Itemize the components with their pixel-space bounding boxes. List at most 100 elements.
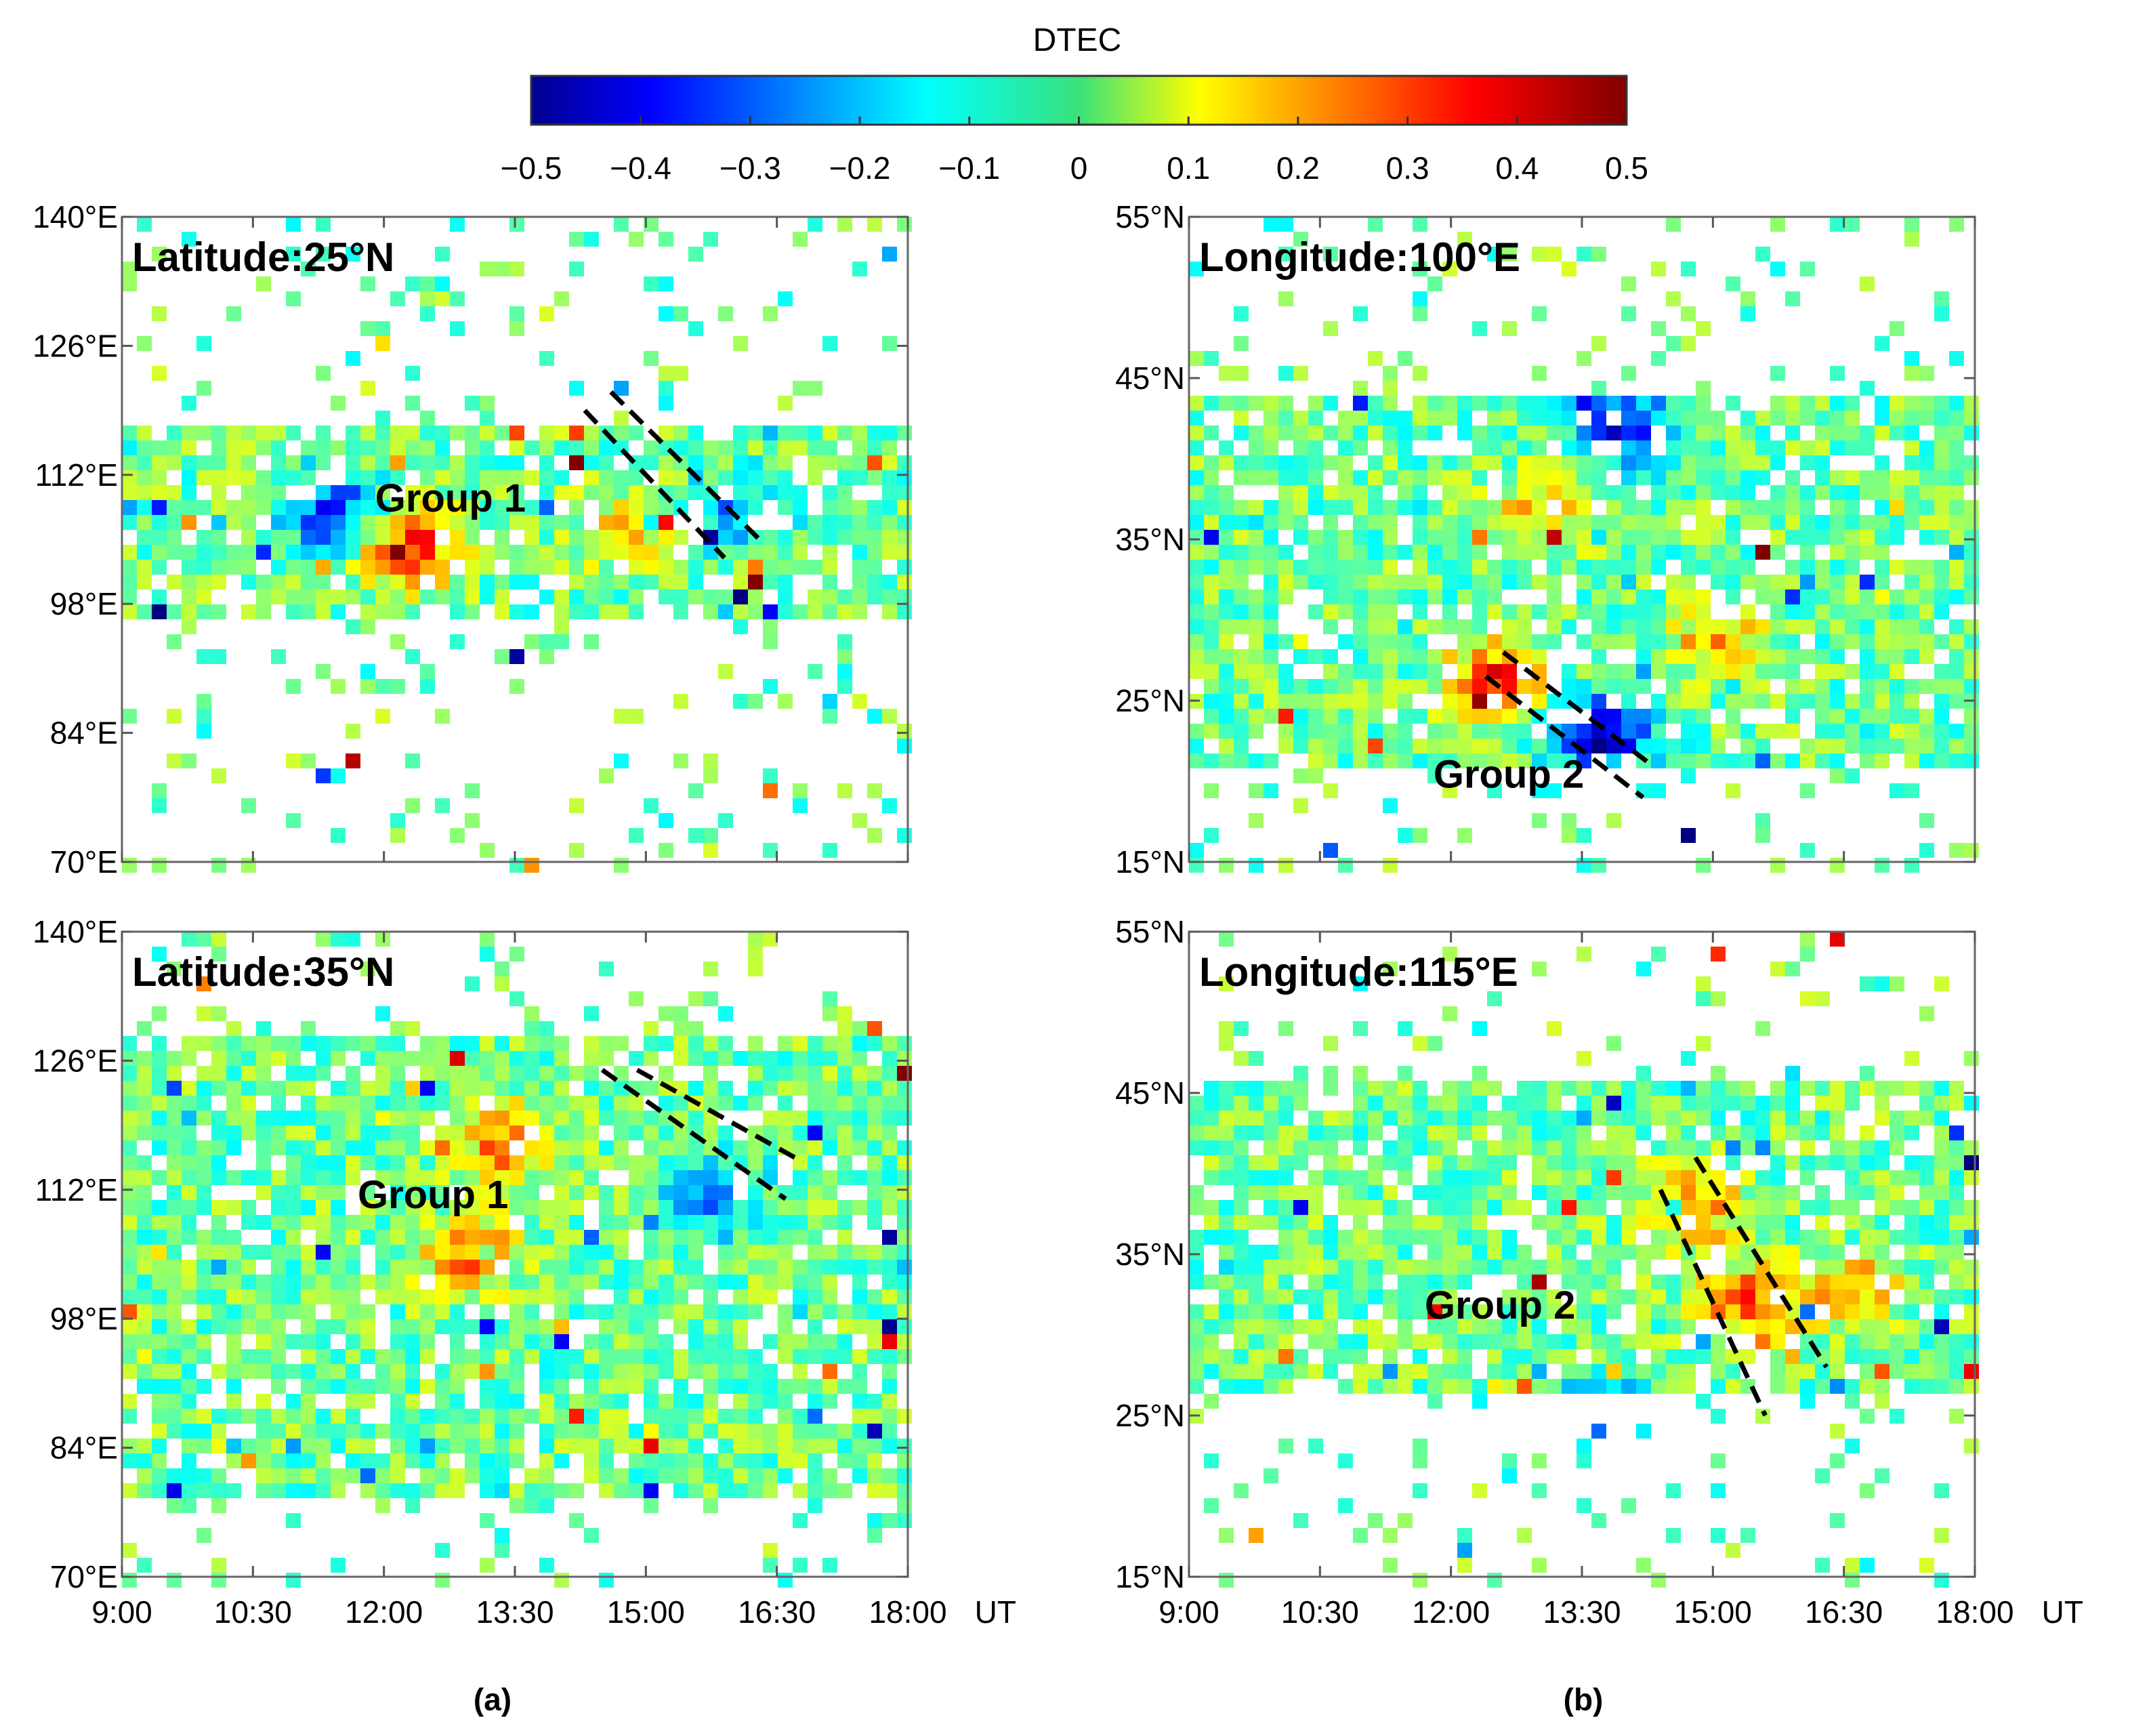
heatmap-cell	[1964, 619, 1979, 634]
heatmap-cell	[1726, 455, 1740, 470]
heatmap-cell	[1860, 1170, 1875, 1185]
heatmap-cell	[196, 500, 211, 515]
heatmap-cell	[435, 455, 450, 470]
heatmap-cell	[182, 1140, 196, 1155]
heatmap-cell	[196, 1334, 211, 1349]
heatmap-cell	[346, 1424, 360, 1439]
heatmap-cell	[1815, 470, 1830, 485]
heatmap-cell	[569, 262, 584, 276]
heatmap-cell	[1323, 843, 1338, 858]
heatmap-cell	[673, 1364, 688, 1379]
heatmap-cell	[703, 1155, 718, 1170]
heatmap-cell	[569, 1349, 584, 1364]
heatmap-cell	[435, 1155, 450, 1170]
heatmap-cell	[316, 1260, 331, 1275]
heatmap-cell	[450, 1245, 465, 1260]
heatmap-cell	[1651, 1573, 1666, 1588]
heatmap-cell	[1517, 1275, 1532, 1289]
heatmap-cell	[673, 1424, 688, 1439]
colorbar-tick-label: −0.5	[501, 150, 562, 186]
heatmap-cell	[1487, 500, 1502, 515]
heatmap-cell	[1845, 1230, 1860, 1245]
heatmap-cell	[1487, 515, 1502, 530]
heatmap-cell	[1681, 500, 1696, 515]
heatmap-cell	[182, 396, 196, 411]
heatmap-cell	[1696, 604, 1711, 619]
heatmap-cell	[808, 1140, 822, 1155]
heatmap-cell	[1413, 1215, 1427, 1230]
heatmap-cell	[1681, 1170, 1696, 1185]
heatmap-cell	[509, 306, 524, 321]
heatmap-cell	[1621, 455, 1636, 470]
heatmap-cell	[420, 1200, 435, 1215]
heatmap-cell	[1219, 858, 1234, 873]
heatmap-cell	[614, 753, 629, 768]
heatmap-cell	[509, 560, 524, 575]
heatmap-cell	[703, 1334, 718, 1349]
heatmap-cell	[1204, 1215, 1219, 1230]
heatmap-cell	[539, 1439, 554, 1453]
heatmap-cell	[1770, 515, 1785, 530]
heatmap-cell	[1517, 604, 1532, 619]
heatmap-cell	[1726, 1379, 1740, 1394]
heatmap-cell	[360, 1304, 375, 1319]
heatmap-cell	[1189, 530, 1204, 545]
heatmap-cell	[584, 1275, 599, 1289]
heatmap-cell	[286, 545, 301, 560]
heatmap-cell	[211, 1170, 226, 1185]
heatmap-cell	[1576, 1319, 1591, 1334]
heatmap-cell	[644, 485, 659, 500]
heatmap-cell	[763, 530, 778, 545]
heatmap-cell	[405, 1021, 420, 1036]
heatmap-cell	[1636, 426, 1651, 440]
heatmap-cell	[480, 947, 495, 962]
heatmap-cell	[539, 1170, 554, 1185]
heatmap-cell	[673, 1394, 688, 1409]
heatmap-cell	[509, 1066, 524, 1081]
heatmap-cell	[1547, 590, 1562, 604]
heatmap-cell	[1711, 739, 1726, 753]
heatmap-cell	[271, 1125, 286, 1140]
heatmap-cell	[1845, 768, 1860, 783]
heatmap-cell	[1964, 1364, 1979, 1379]
heatmap-cell	[1800, 991, 1815, 1006]
heatmap-cell	[1532, 247, 1547, 262]
heatmap-cell	[1532, 679, 1547, 694]
heatmap-cell	[1904, 694, 1919, 709]
heatmap-cell	[1636, 649, 1651, 664]
heatmap-cell	[1398, 1021, 1413, 1036]
heatmap-cell	[1472, 560, 1487, 575]
heatmap-cell	[375, 515, 390, 530]
heatmap-cell	[226, 426, 241, 440]
heatmap-cell	[1234, 619, 1249, 634]
heatmap-cell	[1323, 649, 1338, 664]
heatmap-cell	[852, 440, 867, 455]
heatmap-cell	[420, 1111, 435, 1125]
heatmap-cell	[1293, 560, 1308, 575]
heatmap-cell	[1651, 664, 1666, 679]
heatmap-cell	[331, 1036, 346, 1051]
heatmap-cell	[539, 1319, 554, 1334]
heatmap-cell	[1696, 976, 1711, 991]
heatmap-cell	[1189, 664, 1204, 679]
heatmap-cell	[882, 1081, 897, 1096]
heatmap-cell	[1964, 679, 1979, 694]
heatmap-cell	[1815, 649, 1830, 664]
heatmap-cell	[1830, 1364, 1845, 1379]
heatmap-cell	[167, 962, 182, 976]
heatmap-cell	[1383, 1334, 1398, 1349]
heatmap-cell	[1934, 1096, 1949, 1111]
heatmap-cell	[182, 232, 196, 247]
heatmap-cell	[1368, 426, 1383, 440]
heatmap-cell	[122, 1364, 137, 1379]
heatmap-cell	[1219, 753, 1234, 768]
heatmap-cell	[1219, 1170, 1234, 1185]
heatmap-cell	[331, 1424, 346, 1439]
heatmap-cell	[509, 426, 524, 440]
heatmap-cell	[1472, 1170, 1487, 1185]
heatmap-cell	[1606, 560, 1621, 575]
heatmap-cell	[1904, 1051, 1919, 1066]
heatmap-cell	[688, 1036, 703, 1051]
heatmap-cell	[1502, 470, 1517, 485]
heatmap-cell	[346, 1409, 360, 1424]
